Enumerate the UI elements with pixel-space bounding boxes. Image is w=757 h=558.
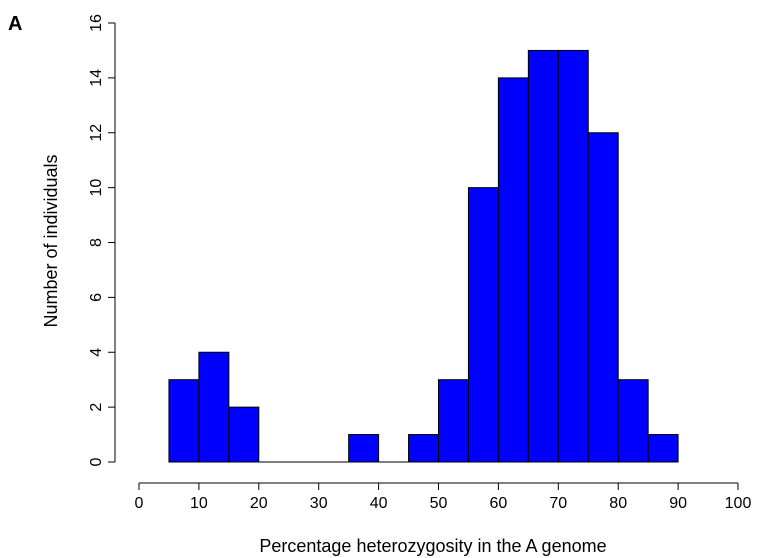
- x-tick-label: 40: [370, 495, 388, 512]
- histogram-bar: [198, 351, 230, 463]
- histogram-bar: [557, 49, 589, 463]
- histogram-bar: [438, 379, 469, 463]
- bars-group: [168, 49, 679, 463]
- x-tick-label: 0: [135, 495, 144, 512]
- histogram-bar: [527, 49, 559, 463]
- y-tick-label: 2: [88, 403, 105, 412]
- histogram-bar: [348, 434, 380, 463]
- x-tick-label: 100: [725, 495, 752, 512]
- y-tick-label: 4: [88, 348, 105, 357]
- histogram-bar: [168, 379, 200, 463]
- x-tick-label: 50: [430, 495, 448, 512]
- panel-label: A: [8, 13, 22, 35]
- y-axis: 0 2 4 6 8 10 12 14 16: [88, 14, 116, 466]
- y-tick-label: 16: [88, 14, 105, 32]
- x-tick-label: 30: [310, 495, 328, 512]
- x-axis-title: Percentage heterozygosity in the A genom…: [259, 536, 606, 556]
- x-tick-label: 20: [250, 495, 268, 512]
- histogram-bar: [647, 434, 679, 463]
- x-tick-label: 70: [549, 495, 567, 512]
- x-tick-label: 60: [490, 495, 508, 512]
- y-tick-label: 12: [88, 124, 105, 142]
- y-tick-label: 0: [88, 457, 105, 466]
- histogram-bar: [587, 132, 619, 463]
- y-tick-label: 8: [88, 238, 105, 247]
- histogram-bar: [408, 434, 439, 463]
- y-tick-label: 14: [88, 69, 105, 87]
- y-tick-label: 6: [88, 293, 105, 302]
- x-tick-label: 90: [669, 495, 687, 512]
- histogram-bar: [228, 406, 260, 463]
- y-axis-title: Number of individuals: [41, 154, 61, 327]
- y-tick-label: 10: [88, 179, 105, 197]
- x-tick-label: 80: [609, 495, 627, 512]
- histogram-bar: [497, 77, 529, 463]
- histogram-bar: [467, 187, 499, 463]
- x-tick-label: 10: [190, 495, 208, 512]
- histogram-bar: [617, 379, 649, 463]
- x-axis: 0 10 20 30 40 50 60 70 80 90 100: [135, 482, 752, 512]
